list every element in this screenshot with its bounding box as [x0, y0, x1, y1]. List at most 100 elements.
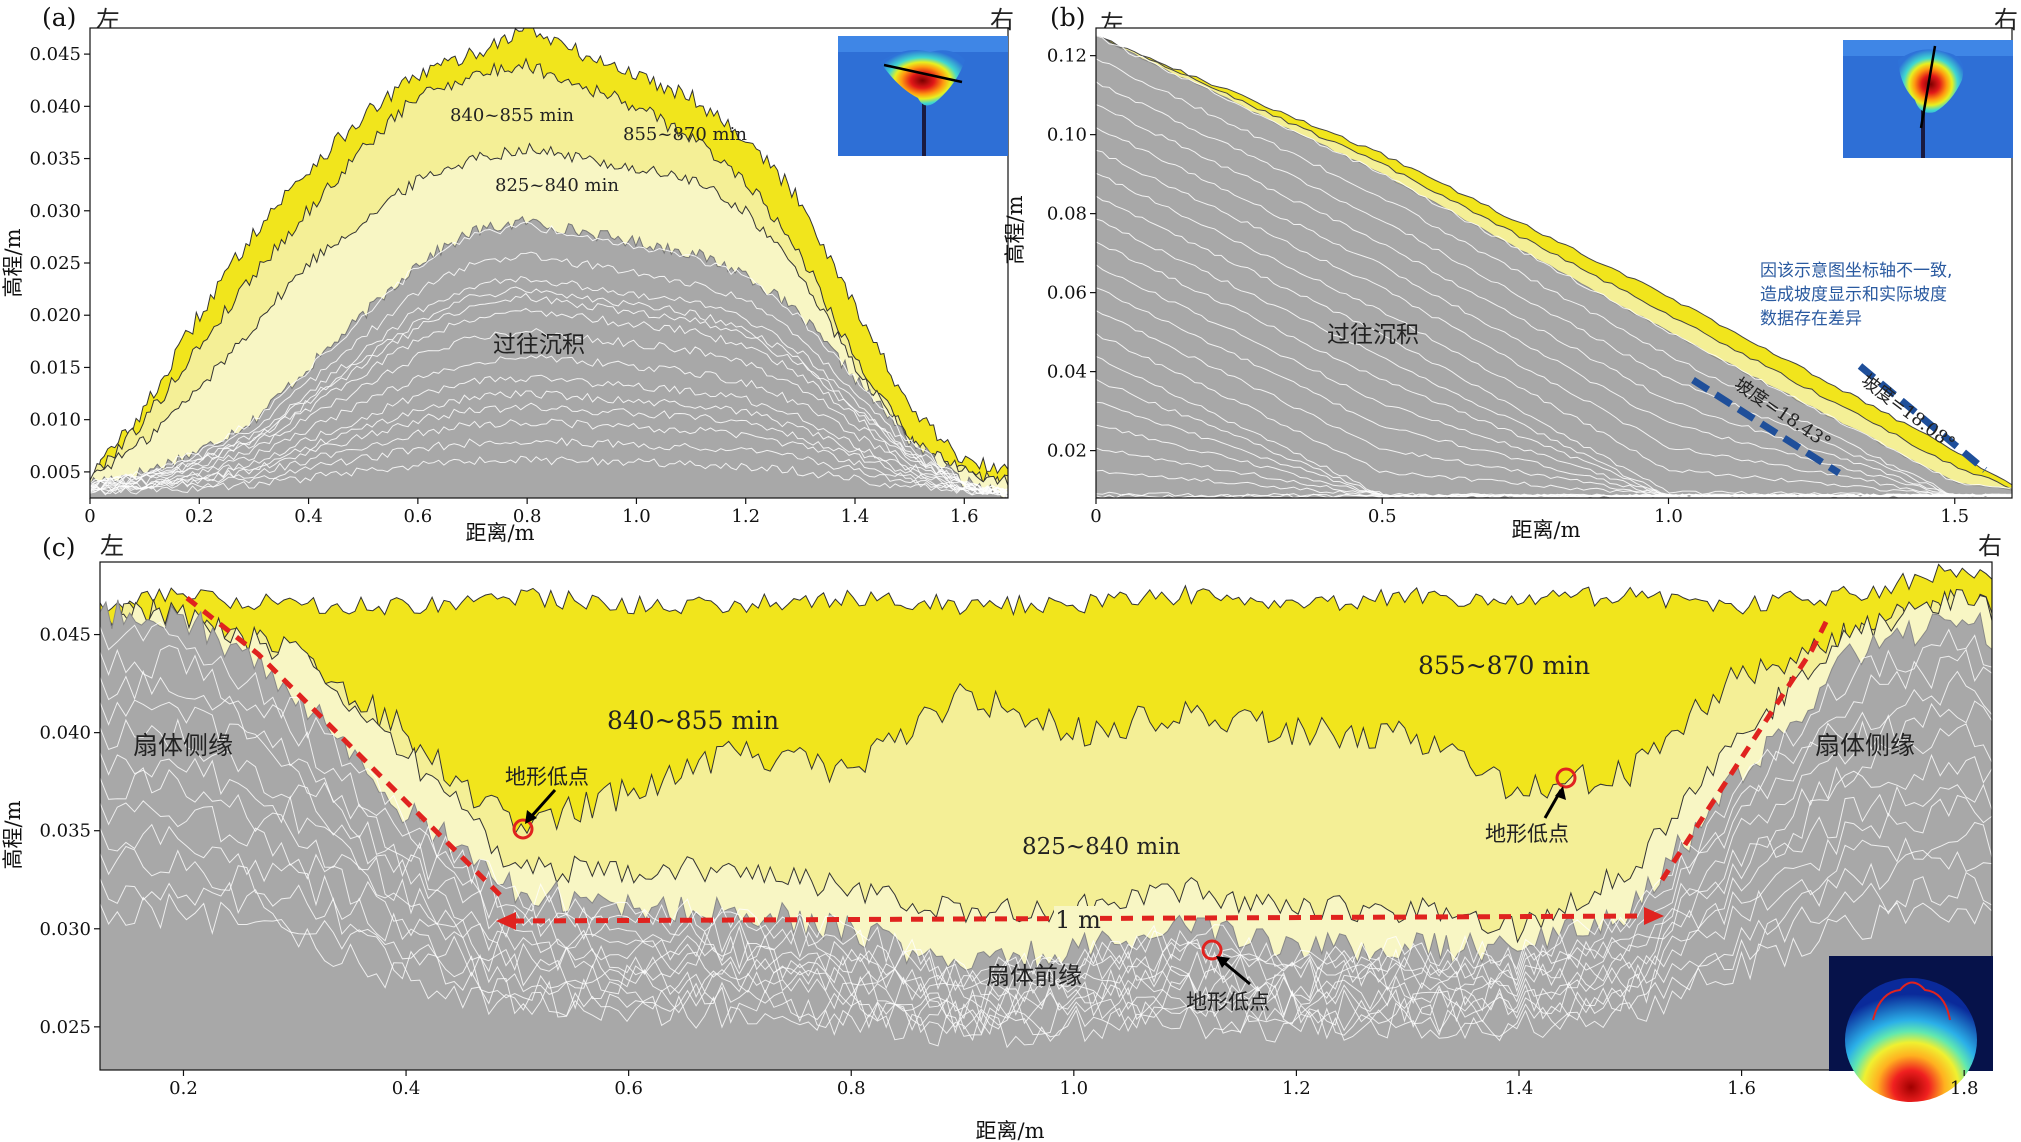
low-point-arrow-1 [528, 789, 557, 819]
label-fan-side-right: 扇体侧缘 [1815, 731, 1915, 760]
label-840-855: 840~855 min [607, 706, 779, 735]
section-line [883, 63, 963, 84]
past-deposit-contour-lines [1096, 35, 2012, 498]
panel-c-plot-area [100, 562, 1992, 1070]
panel-b-axes: 0 0.5 1.0 1.5 0.02 0.04 0.06 0.08 0.10 0.12 [1047, 46, 1969, 527]
contour-line [1096, 81, 2012, 498]
contour-line [90, 418, 1008, 497]
x-tick-label: 1.0 [1060, 1078, 1089, 1099]
y-tick-label: 0.005 [29, 462, 81, 483]
x-tick-label: 1.8 [1950, 1078, 1979, 1099]
x-tick-label: 0 [84, 506, 95, 527]
contour-line [1096, 127, 2012, 498]
x-tick-label: 1.0 [1654, 506, 1683, 527]
panel-c-ylabel: 高程/m [1, 800, 25, 869]
y-tick-label: 0.020 [29, 305, 81, 326]
y-tick-label: 0.040 [39, 723, 91, 744]
panel-b-ylabel: 高程/m [1003, 195, 1027, 264]
width-label: 1 m [1055, 906, 1101, 934]
contour-line [90, 275, 1008, 497]
contour-line [1096, 35, 2012, 489]
slope-marker-18-08 [1857, 363, 1988, 473]
y-tick-label: 0.035 [29, 149, 81, 170]
contour-line [1096, 104, 2012, 498]
contour-line [90, 374, 1008, 495]
y-tick-label: 0.030 [39, 919, 91, 940]
panel-b-label: (b) [1050, 3, 1086, 32]
low-point-label-3: 地形低点 [1186, 990, 1270, 1014]
note-line-2: 造成坡度显示和实际坡度 [1760, 285, 1947, 305]
y-tick-label: 0.025 [29, 253, 81, 274]
label-fan-side-left: 扇体侧缘 [133, 731, 233, 760]
low-point-arrow-3 [1220, 958, 1251, 986]
x-tick-label: 1.4 [841, 506, 870, 527]
y-tick-label: 0.025 [39, 1017, 91, 1038]
contour-line [1096, 172, 2012, 498]
x-tick-label: 0.4 [294, 506, 323, 527]
panel-b-xlabel: 距离/m [1512, 518, 1581, 542]
label-825-840: 825~840 min [1022, 834, 1181, 860]
contour-line [1096, 264, 2012, 498]
y-tick-label: 0.030 [29, 201, 81, 222]
note-line-3: 数据存在差异 [1760, 309, 1862, 329]
past-deposit-contour-lines [100, 621, 1992, 1049]
panel-a-axes: 0 0.2 0.4 0.6 0.8 1.0 1.2 1.4 1.6 0.005 0.010 0.015… [29, 44, 978, 527]
contour-line [1096, 149, 2012, 498]
contour-line [90, 286, 1008, 493]
x-tick-label: 0.2 [169, 1078, 198, 1099]
y-tick-label: 0.010 [29, 410, 81, 431]
panel-a-inset [838, 36, 1008, 156]
label-840-855: 840~855 min [450, 105, 574, 126]
x-tick-label: 1.4 [1505, 1078, 1534, 1099]
label-fan-front: 扇体前缘 [986, 962, 1082, 990]
x-tick-label: 1.0 [622, 506, 651, 527]
x-tick-label: 0.8 [837, 1078, 866, 1099]
panel-b-inset [1843, 40, 2013, 158]
section-line [1919, 45, 1937, 129]
contour-line [1096, 493, 2012, 498]
contour-line [90, 390, 1008, 498]
x-tick-label: 0.6 [614, 1078, 643, 1099]
low-point-label-2: 地形低点 [1485, 822, 1569, 846]
width-arrow-left [496, 912, 516, 930]
x-tick-label: 1.5 [1940, 506, 1969, 527]
y-tick-label: 0.045 [29, 44, 81, 65]
y-tick-label: 0.035 [39, 821, 91, 842]
y-tick-label: 0.04 [1047, 362, 1087, 383]
x-tick-label: 0.5 [1368, 506, 1397, 527]
panel-a-ylabel: 高程/m [1, 228, 25, 297]
label-855-870: 855~870 min [1418, 651, 1590, 680]
panel-c-inset [1829, 956, 1993, 1102]
panel-b: (b) 左 右 过往沉积 因该示意图坐标轴不一致, 造成坡度显示和实际坡度 数据… [1003, 3, 2018, 542]
fan-left-edge-dashed-line [185, 596, 502, 897]
panel-c-frame [99, 561, 1993, 1071]
contour-line [90, 328, 1008, 496]
y-tick-label: 0.06 [1047, 283, 1087, 304]
fan-right-edge-dashed-line [1659, 616, 1831, 882]
panel-a-label: (a) [42, 3, 76, 32]
x-tick-label: 0.2 [185, 506, 214, 527]
contour-line [90, 455, 1008, 497]
contour-line [90, 221, 1008, 494]
x-tick-label: 0.8 [513, 506, 542, 527]
contour-line [1096, 195, 2012, 498]
label-825-840: 825~840 min [495, 175, 619, 196]
width-arrow-right [1644, 907, 1664, 925]
y-tick-label: 0.08 [1047, 204, 1087, 225]
x-tick-label: 0.6 [404, 506, 433, 527]
contour-line [90, 402, 1008, 494]
contour-line [100, 669, 1992, 996]
low-point-label-1: 地形低点 [505, 765, 589, 789]
panel-c: (c) 左 右 1 m 855~870 min 840~855 min 825~… [1, 532, 2002, 1142]
x-tick-label: 0.4 [392, 1078, 421, 1099]
contour-line [90, 251, 1008, 493]
y-tick-label: 0.040 [29, 96, 81, 117]
panel-c-axes: 0.2 0.4 0.6 0.8 1.0 1.2 1.4 1.6 1.8 0.025 0.030 0.0… [39, 625, 1978, 1099]
note-line-1: 因该示意图坐标轴不一致, [1760, 261, 1952, 281]
y-tick-label: 0.12 [1047, 46, 1087, 67]
label-855-870: 855~870 min [623, 124, 747, 145]
past-deposit-area [100, 599, 1992, 1070]
contour-line [1096, 58, 2012, 498]
contour-line [100, 845, 1992, 1036]
panel-a-xlabel: 距离/m [466, 521, 535, 545]
